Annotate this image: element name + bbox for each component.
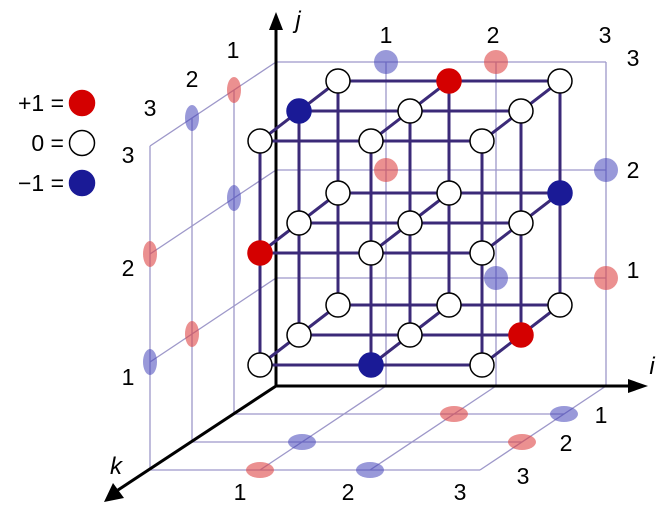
lattice-node — [547, 292, 573, 318]
lattice-node — [325, 292, 351, 318]
lattice-node — [397, 98, 423, 124]
lattice-node — [358, 240, 384, 266]
lattice-node — [469, 352, 495, 378]
back-wall-projection-dot — [484, 50, 508, 74]
left-wall-line — [149, 277, 277, 363]
i-axis-arrow-icon — [628, 379, 648, 393]
floor-tick-k: 2 — [560, 430, 573, 456]
j-axis-arrow-icon — [269, 12, 283, 30]
lattice-node — [286, 98, 312, 124]
left-wall-line — [149, 61, 277, 147]
back-wall-projection-dot — [594, 266, 618, 290]
floor-line — [369, 385, 497, 471]
legend-label-zero: 0 = — [31, 130, 64, 156]
lattice-node — [436, 68, 462, 94]
back-tick-j: 3 — [627, 45, 640, 71]
lattice-node — [436, 292, 462, 318]
left-wall-line — [149, 169, 277, 255]
projection-planes — [149, 61, 607, 471]
floor-tick-k: 1 — [595, 402, 608, 428]
lattice-node — [508, 210, 534, 236]
floor-tick-i: 3 — [454, 479, 467, 505]
left-wall-projection-dot — [143, 241, 157, 267]
floor-tick-k: 3 — [517, 463, 530, 489]
floor-line — [479, 385, 607, 471]
legend-circle — [68, 129, 96, 157]
floor-tick-i: 1 — [234, 479, 247, 505]
left-tick-j: 3 — [122, 142, 135, 168]
j-axis-label: j — [292, 7, 301, 34]
left-wall-projection-dot — [143, 349, 157, 375]
left-wall-projection-dot — [185, 321, 199, 347]
left-tick-j: 1 — [122, 364, 135, 390]
back-tick-j: 2 — [627, 157, 640, 183]
left-tick-j: 2 — [122, 255, 135, 281]
legend-label-positive: +1 = — [18, 90, 64, 116]
lattice-node — [247, 240, 273, 266]
lattice-node — [469, 128, 495, 154]
floor-projection-dot — [550, 406, 578, 422]
floor-projection-dot — [440, 406, 468, 422]
lattice-node — [358, 352, 384, 378]
k-axis-arrow-icon — [104, 483, 124, 502]
lattice-node — [247, 352, 273, 378]
left-tick-k: 3 — [144, 95, 157, 121]
back-wall-projection-dot — [374, 50, 398, 74]
legend-circle — [68, 169, 96, 197]
back-wall-projection-dot — [594, 158, 618, 182]
lattice-node — [397, 210, 423, 236]
back-tick-i: 3 — [599, 22, 612, 48]
k-axis — [117, 384, 277, 492]
left-wall-projection-dot — [227, 185, 241, 211]
legend-circle — [68, 89, 96, 117]
lattice-node — [397, 322, 423, 348]
floor-line — [259, 385, 387, 471]
left-tick-k: 1 — [227, 37, 240, 63]
lattice-node — [325, 68, 351, 94]
legend: +1 = 0 = −1 = — [18, 89, 96, 197]
lattice-node — [508, 322, 534, 348]
legend-label-negative: −1 = — [18, 170, 64, 196]
axes — [104, 12, 648, 502]
left-wall-projection-dot — [185, 105, 199, 131]
floor-tick-i: 2 — [342, 479, 355, 505]
lattice-node — [247, 128, 273, 154]
left-wall-projection-dot — [227, 77, 241, 103]
lattice-node — [469, 240, 495, 266]
lattice-nodes — [247, 68, 573, 378]
lattice-node — [358, 128, 384, 154]
lattice-node — [547, 180, 573, 206]
lattice-node — [286, 322, 312, 348]
floor-projection-dot — [288, 434, 316, 450]
floor-projection-dot — [246, 462, 274, 478]
lattice-node — [547, 68, 573, 94]
back-tick-j: 1 — [627, 257, 640, 283]
projection-dots — [143, 50, 618, 478]
lattice-node — [436, 180, 462, 206]
left-tick-k: 2 — [186, 66, 199, 92]
back-wall-projection-dot — [484, 266, 508, 290]
lattice-node — [286, 210, 312, 236]
i-axis-label: i — [649, 353, 655, 380]
lattice-node — [325, 180, 351, 206]
back-tick-i: 2 — [487, 22, 500, 48]
back-wall-projection-dot — [374, 158, 398, 182]
lattice-node — [508, 98, 534, 124]
k-axis-label: k — [110, 453, 124, 480]
back-tick-i: 1 — [380, 22, 393, 48]
floor-projection-dot — [508, 434, 536, 450]
floor-projection-dot — [356, 462, 384, 478]
